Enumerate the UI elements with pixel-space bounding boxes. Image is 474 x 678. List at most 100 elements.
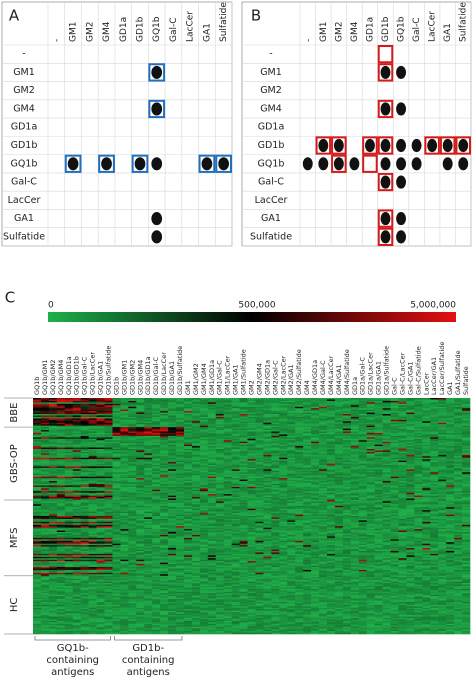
heatmap-cell: [311, 466, 320, 469]
heatmap-cell: [287, 470, 296, 473]
heatmap-cell: [160, 508, 169, 511]
heatmap-cell: [326, 488, 336, 491]
heatmap-cell: [144, 456, 153, 459]
heatmap-cell: [311, 488, 320, 491]
heatmap-cell: [152, 499, 161, 502]
heatmap-cell: [168, 472, 177, 475]
column-label: GM1: [69, 22, 79, 42]
heatmap-cell: [88, 419, 97, 422]
heatmap-cell: [72, 403, 81, 406]
heatmap-cell: [454, 463, 463, 466]
heatmap-cell: [334, 485, 344, 488]
heatmap-cell: [33, 425, 42, 428]
heatmap-cell: [168, 432, 177, 435]
heatmap-cell: [223, 415, 232, 418]
heatmap-cell: [390, 518, 399, 521]
heatmap-cell: [104, 505, 113, 508]
heatmap-column-label: GM1/GA1: [232, 364, 240, 395]
heatmap-cell: [422, 457, 431, 460]
heatmap-cell: [446, 492, 455, 495]
heatmap-cell: [358, 441, 368, 444]
heatmap-cell: [168, 482, 177, 485]
colorbar-label: 0: [48, 301, 54, 311]
heatmap-cell: [422, 518, 431, 521]
heatmap-cell: [215, 430, 224, 432]
heatmap-cell: [64, 508, 74, 511]
heatmap-cell: [176, 408, 185, 410]
heatmap-cell: [96, 446, 105, 448]
heatmap-cell: [207, 488, 217, 491]
heatmap-cell: [255, 520, 264, 523]
heatmap-cell: [358, 491, 368, 493]
heatmap-cell: [334, 459, 344, 461]
heatmap-cell: [247, 402, 256, 405]
heatmap-cell: [136, 494, 145, 496]
heatmap-cell: [152, 466, 161, 469]
heatmap-cell: [358, 479, 368, 482]
heatmap-cell: [199, 492, 209, 495]
heatmap-cell: [223, 497, 232, 499]
heatmap-cell: [438, 521, 447, 524]
heatmap-cell: [96, 457, 105, 460]
heatmap-cell: [88, 502, 97, 505]
heatmap-cell: [112, 444, 121, 447]
heatmap-cell: [279, 457, 288, 460]
heatmap-cell: [350, 466, 360, 469]
heatmap-cell: [390, 469, 399, 472]
heatmap-cell: [263, 457, 272, 460]
heatmap-cell: [96, 495, 105, 498]
heatmap-cell: [446, 497, 455, 499]
heatmap-cell: [64, 502, 74, 505]
heatmap-cell: [414, 446, 423, 448]
heatmap-cell: [215, 485, 224, 488]
heatmap-cell: [104, 514, 113, 517]
heatmap-cell: [430, 435, 439, 438]
heatmap-cell: [263, 497, 272, 499]
heatmap-cell: [287, 472, 296, 475]
heatmap-cell: [223, 516, 232, 518]
heatmap-cell: [215, 427, 224, 429]
heatmap-cell: [390, 403, 399, 406]
heatmap-cell: [350, 457, 360, 460]
heatmap-cell: [136, 399, 145, 402]
heatmap-column-label: GD1a/Gal-C: [359, 356, 367, 395]
heatmap-cell: [398, 470, 407, 473]
heatmap-cell: [191, 483, 201, 486]
heatmap-cell: [183, 467, 193, 470]
heatmap-cell: [144, 520, 153, 523]
heatmap-cell: [326, 408, 336, 410]
heatmap-cell: [80, 483, 89, 486]
heatmap-cell: [239, 456, 248, 459]
heatmap-cell: [64, 440, 74, 443]
heatmap-cell: [64, 504, 74, 507]
heatmap-cell: [438, 425, 447, 428]
heatmap-cell: [311, 408, 320, 410]
heatmap-cell: [183, 453, 193, 456]
heatmap-cell: [144, 485, 153, 488]
heatmap-cell: [334, 440, 344, 443]
heatmap-cell: [112, 402, 121, 405]
heatmap-cell: [255, 466, 264, 469]
heatmap-cell: [183, 446, 193, 448]
heatmap-cell: [350, 481, 360, 483]
heatmap-cell: [207, 415, 217, 418]
heatmap-cell: [231, 448, 240, 451]
heatmap-cell: [271, 498, 280, 501]
heatmap-cell: [438, 419, 447, 422]
heatmap-cell: [231, 499, 240, 502]
heatmap-cell: [239, 400, 248, 403]
heatmap-cell: [263, 511, 272, 514]
heatmap-cell: [398, 513, 407, 515]
heatmap-cell: [72, 453, 81, 456]
heatmap-cell: [48, 488, 58, 491]
heatmap-cell: [414, 491, 423, 493]
heatmap-cell: [120, 424, 129, 426]
heatmap-cell: [263, 453, 272, 456]
blot-spot: [458, 138, 469, 153]
heatmap-cell: [160, 486, 169, 489]
heatmap-cell: [271, 466, 280, 469]
heatmap-cell: [334, 441, 344, 444]
heatmap-cell: [303, 405, 312, 408]
heatmap-cell: [279, 481, 288, 483]
heatmap-cell: [112, 432, 121, 435]
